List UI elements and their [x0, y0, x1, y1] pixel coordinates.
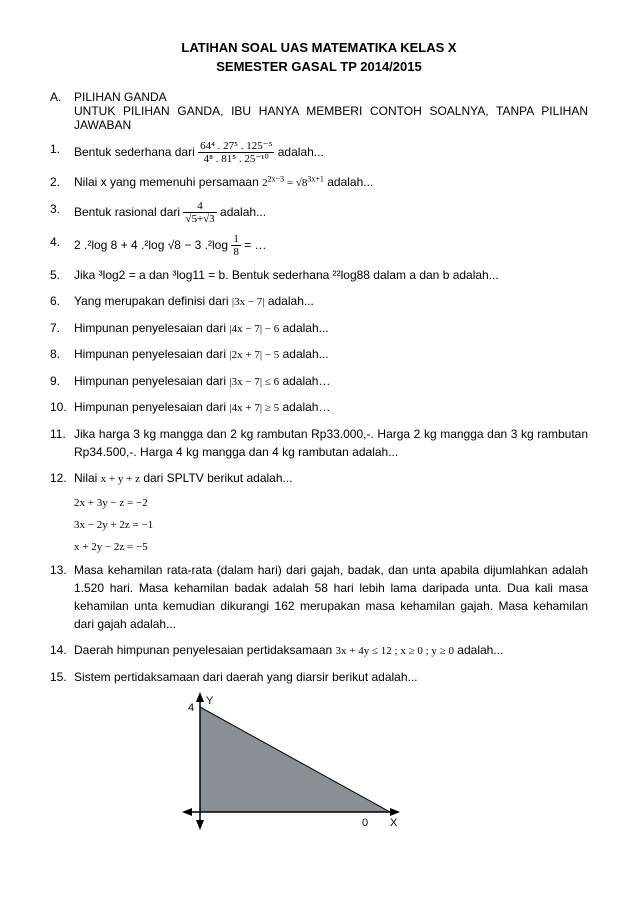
q7: 7. Himpunan penyelesaian dari |4x − 7| −… [50, 319, 588, 338]
q3-fraction: 4 √5+√3 [183, 200, 216, 225]
q13: 13. Masa kehamilan rata-rata (dalam hari… [50, 561, 588, 633]
section-a: A. PILIHAN GANDA UNTUK PILIHAN GANDA, IB… [50, 90, 588, 132]
graph-svg: Y X 4 0 [170, 692, 400, 832]
q15: 15. Sistem pertidaksamaan dari daerah ya… [50, 668, 588, 686]
svg-text:4: 4 [188, 702, 194, 714]
section-sub: UNTUK PILIHAN GANDA, IBU HANYA MEMBERI C… [74, 104, 588, 132]
q12-eq1: 2x + 3y − z = −2 [74, 497, 588, 509]
q2: 2. Nilai x yang memenuhi persamaan 22x−3… [50, 173, 588, 192]
svg-text:X: X [390, 817, 398, 829]
q14: 14. Daerah himpunan penyelesaian pertida… [50, 641, 588, 660]
q9: 9. Himpunan penyelesaian dari |3x − 7| ≤… [50, 372, 588, 391]
doc-title-2: SEMESTER GASAL TP 2014/2015 [50, 59, 588, 74]
doc-title-1: LATIHAN SOAL UAS MATEMATIKA KELAS X [50, 40, 588, 55]
q11: 11. Jika harga 3 kg mangga dan 2 kg ramb… [50, 425, 588, 461]
q1: 1. Bentuk sederhana dari 64⁴ . 27⁵ . 125… [50, 140, 588, 165]
q1-fraction: 64⁴ . 27⁵ . 125⁻⁵ 4⁸ . 81⁵ . 25⁻¹⁰ [198, 140, 274, 165]
q5: 5. Jika ³log2 = a dan ³log11 = b. Bentuk… [50, 266, 588, 284]
q12-eq2: 3x − 2y + 2z = −1 [74, 519, 588, 531]
q6: 6. Yang merupakan definisi dari |3x − 7|… [50, 292, 588, 311]
q15-graph: Y X 4 0 [170, 692, 588, 835]
section-heading: PILIHAN GANDA [74, 90, 588, 104]
q4: 4. 2 .²log 8 + 4 .²log √8 − 3 .²log 1 8 … [50, 233, 588, 258]
svg-text:Y: Y [206, 695, 214, 707]
q12: 12. Nilai x + y + z dari SPLTV berikut a… [50, 469, 588, 488]
section-letter: A. [50, 90, 74, 132]
q10: 10. Himpunan penyelesaian dari |4x + 7| … [50, 398, 588, 417]
q8: 8. Himpunan penyelesaian dari |2x + 7| −… [50, 345, 588, 364]
q4-fraction: 1 8 [231, 233, 241, 258]
svg-text:0: 0 [362, 817, 368, 829]
q3: 3. Bentuk rasional dari 4 √5+√3 adalah..… [50, 200, 588, 225]
q12-eq3: x + 2y − 2z = −5 [74, 541, 588, 553]
